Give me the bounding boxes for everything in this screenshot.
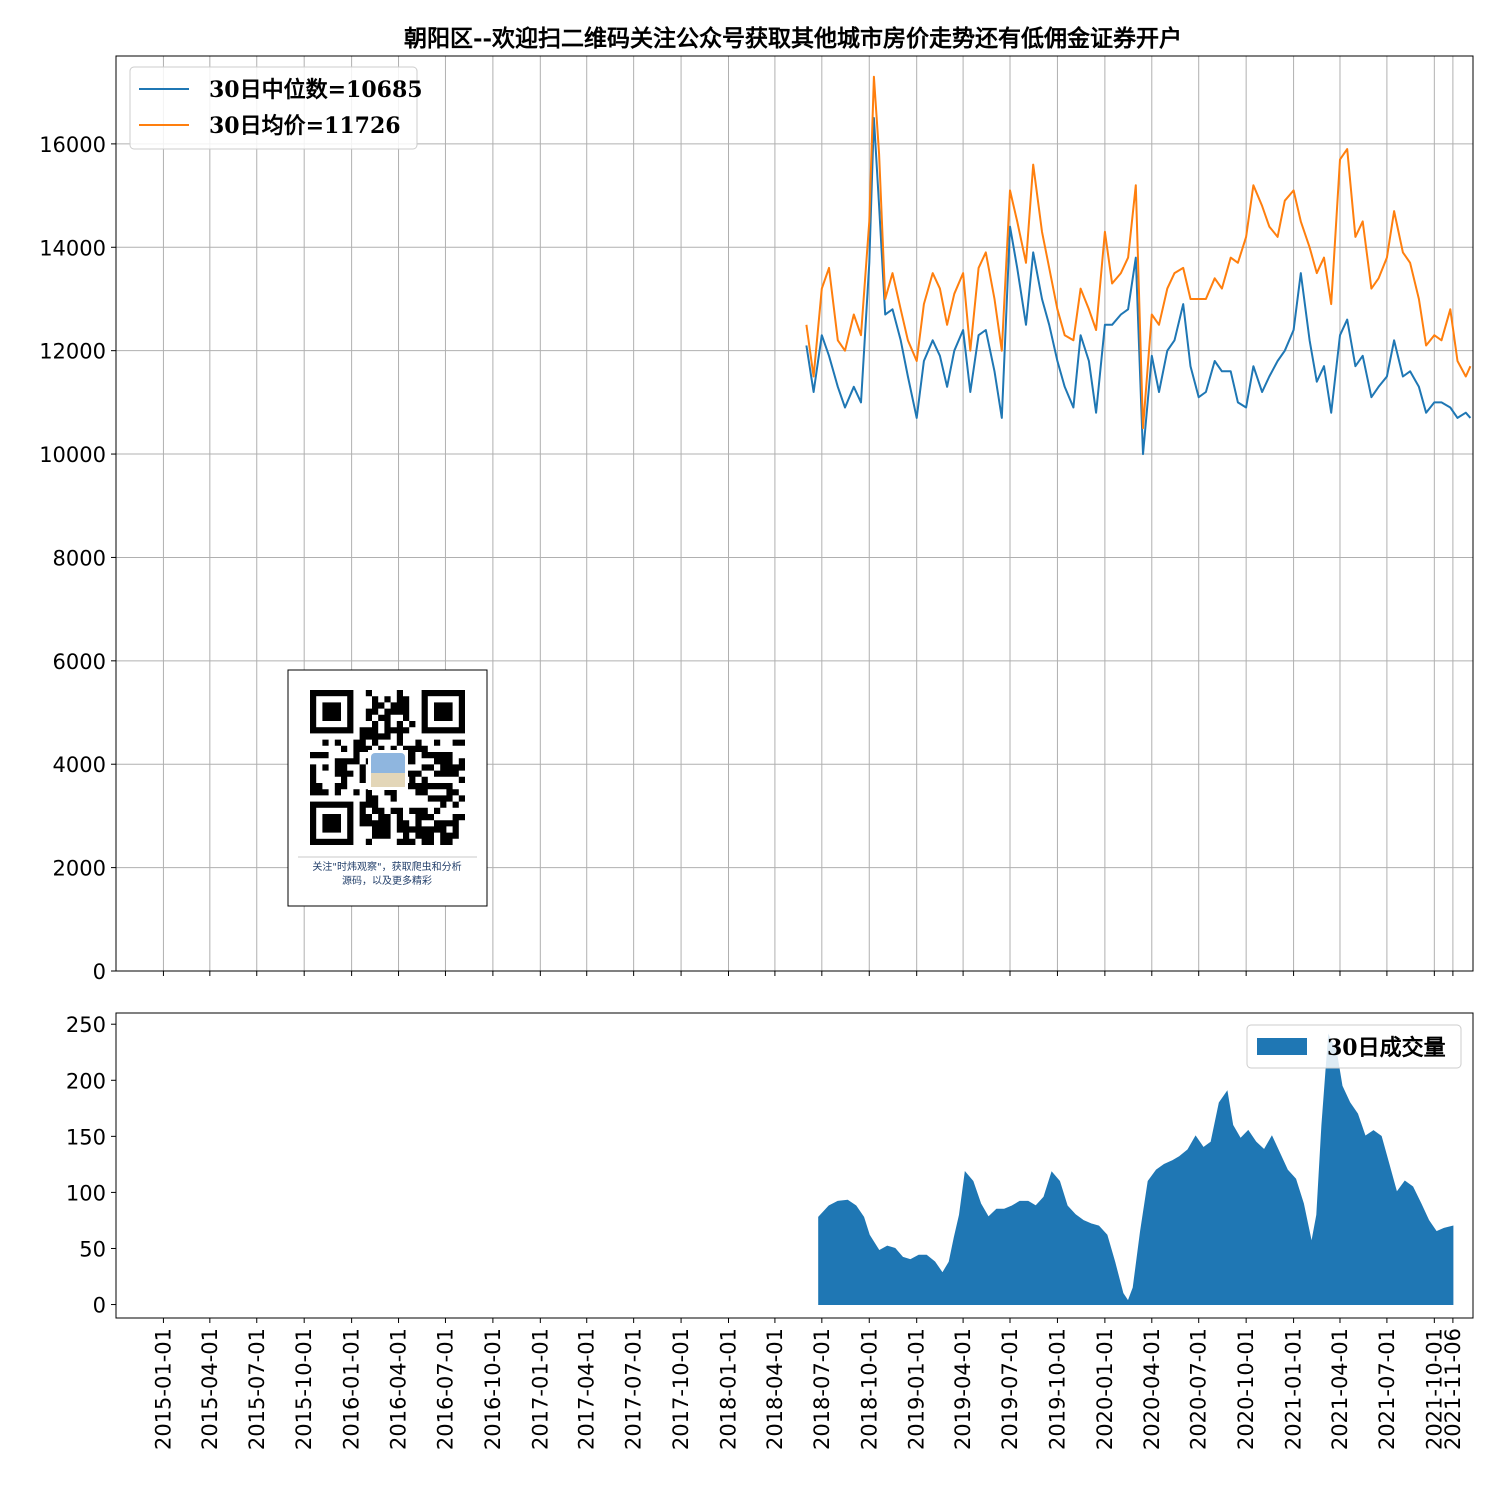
price-grid-vertical xyxy=(162,56,1454,971)
volume-y-tick-label-0: 0 xyxy=(93,1294,106,1318)
volume-x-tick-label-2: 2015-07-01 xyxy=(245,1328,269,1450)
volume-x-tick-label-18: 2019-07-01 xyxy=(998,1328,1022,1450)
price-plot-frame xyxy=(115,55,1474,972)
volume-x-tick-label-17: 2019-04-01 xyxy=(951,1328,975,1450)
volume-x-tick-label-5: 2016-04-01 xyxy=(387,1328,411,1450)
volume-x-ticks: 2015-01-01 2015-04-01 2015-07-01 2015-10-01… xyxy=(151,1318,1465,1450)
volume-x-tick-label-25: 2021-04-01 xyxy=(1328,1328,1352,1450)
legend-swatch-volume xyxy=(1257,1038,1307,1055)
volume-x-tick-label-27: 2021-10-01 xyxy=(1422,1328,1446,1450)
price-y-tick-label-7: 14000 xyxy=(39,236,106,260)
qr-avatar-beach xyxy=(371,773,405,787)
price-y-tick-label-1: 2000 xyxy=(53,857,106,881)
qr-caption-line2: 源码，以及更多精彩 xyxy=(342,874,432,887)
volume-x-tick-label-9: 2017-04-01 xyxy=(575,1328,599,1450)
volume-y-tick-label-5: 250 xyxy=(66,1013,106,1037)
volume-series xyxy=(818,1033,1454,1305)
price-y-ticks: 0 2000 4000 6000 8000 10000 12000 14000 16000 xyxy=(39,133,116,984)
price-y-tick-label-8: 16000 xyxy=(39,133,106,157)
price-plot: 0 2000 4000 6000 8000 10000 12000 14000 16000 30… xyxy=(39,55,1474,984)
volume-x-tick-label-19: 2019-10-01 xyxy=(1045,1328,1069,1450)
qr-finder-inner-1 xyxy=(434,702,453,721)
price-y-tick-label-5: 10000 xyxy=(39,443,106,467)
price-y-tick-label-4: 8000 xyxy=(53,546,106,570)
price-y-tick-label-0: 0 xyxy=(93,960,106,984)
volume-x-tick-label-24: 2021-01-01 xyxy=(1282,1328,1306,1450)
volume-y-tick-label-2: 100 xyxy=(66,1181,106,1205)
volume-y-tick-label-1: 50 xyxy=(79,1237,106,1261)
price-series xyxy=(805,75,1472,456)
volume-x-tick-label-28: 2021-11-06 xyxy=(1441,1328,1465,1450)
legend-label-volume: 30日成交量 xyxy=(1327,1035,1446,1061)
qr-code-card: 关注"时炜观察"，获取爬虫和分析 源码，以及更多精彩 xyxy=(287,669,488,907)
legend-label-median: 30日中位数=10685 xyxy=(209,77,423,103)
volume-x-tick-label-10: 2017-07-01 xyxy=(622,1328,646,1450)
volume-x-tick-label-7: 2016-10-01 xyxy=(481,1328,505,1450)
price-x-ticks xyxy=(162,971,1454,976)
volume-x-tick-label-15: 2018-10-01 xyxy=(857,1328,881,1450)
chart-title: 朝阳区--欢迎扫二维码关注公众号获取其他城市房价走势还有低佣金证券开户 xyxy=(404,25,1182,52)
qr-finder-inner-0 xyxy=(322,702,341,721)
volume-x-tick-label-13: 2018-04-01 xyxy=(763,1328,787,1450)
legend-label-average: 30日均价=11726 xyxy=(209,113,401,139)
volume-x-tick-label-0: 2015-01-01 xyxy=(151,1328,175,1450)
qr-finder-inner-2 xyxy=(322,814,341,833)
volume-legend-box xyxy=(1246,1024,1462,1069)
volume-x-tick-label-23: 2020-10-01 xyxy=(1234,1328,1258,1450)
volume-x-tick-label-16: 2019-01-01 xyxy=(905,1328,929,1450)
price-y-tick-label-2: 4000 xyxy=(53,753,106,777)
median-price-line xyxy=(805,117,1472,456)
price-legend-box xyxy=(129,66,418,150)
volume-x-tick-label-21: 2020-04-01 xyxy=(1140,1328,1164,1450)
volume-x-tick-label-26: 2021-07-01 xyxy=(1375,1328,1399,1450)
volume-x-tick-label-1: 2015-04-01 xyxy=(198,1328,222,1450)
volume-plot-frame xyxy=(115,1012,1474,1319)
volume-area xyxy=(818,1033,1454,1305)
volume-x-tick-label-22: 2020-07-01 xyxy=(1187,1328,1211,1450)
volume-y-ticks: 0 50 100 150 200 250 xyxy=(66,1013,116,1318)
volume-x-tick-label-4: 2016-01-01 xyxy=(340,1328,364,1450)
volume-x-tick-label-6: 2016-07-01 xyxy=(434,1328,458,1450)
volume-y-tick-label-3: 150 xyxy=(66,1125,106,1149)
volume-x-tick-label-8: 2017-01-01 xyxy=(528,1328,552,1450)
volume-x-tick-label-14: 2018-07-01 xyxy=(810,1328,834,1450)
average-price-line xyxy=(805,75,1472,430)
volume-x-tick-label-12: 2018-01-01 xyxy=(717,1328,741,1450)
qr-caption-line1: 关注"时炜观察"，获取爬虫和分析 xyxy=(312,860,461,873)
volume-legend: 30日成交量 xyxy=(1246,1024,1462,1069)
price-legend: 30日中位数=10685 30日均价=11726 xyxy=(129,66,423,150)
price-y-tick-label-3: 6000 xyxy=(53,650,106,674)
volume-x-tick-label-20: 2020-01-01 xyxy=(1093,1328,1117,1450)
volume-x-tick-label-11: 2017-10-01 xyxy=(669,1328,693,1450)
price-y-tick-label-6: 12000 xyxy=(39,340,106,364)
volume-x-tick-label-3: 2015-10-01 xyxy=(292,1328,316,1450)
volume-y-tick-label-4: 200 xyxy=(66,1069,106,1093)
